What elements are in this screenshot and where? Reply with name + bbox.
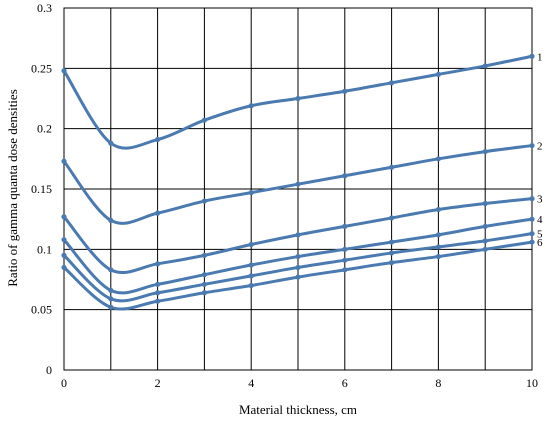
y-tick-label: 0.3 bbox=[37, 1, 52, 15]
data-point bbox=[61, 214, 67, 220]
x-axis-label: Material thickness, cm bbox=[239, 402, 357, 417]
data-point bbox=[248, 273, 254, 279]
series-label: 4 bbox=[537, 214, 543, 226]
data-point bbox=[61, 252, 67, 258]
data-point bbox=[342, 173, 348, 179]
data-point bbox=[61, 237, 67, 243]
series-3 bbox=[61, 196, 535, 275]
data-point bbox=[61, 264, 67, 271]
data-point bbox=[61, 68, 67, 74]
series-1 bbox=[61, 53, 535, 150]
data-point bbox=[155, 281, 161, 287]
data-point bbox=[435, 253, 441, 260]
data-point bbox=[108, 217, 114, 223]
data-point bbox=[201, 290, 207, 296]
y-tick-label: 0.05 bbox=[31, 303, 52, 317]
data-point bbox=[61, 158, 67, 164]
data-point bbox=[201, 198, 207, 204]
y-tick-label: 0.2 bbox=[37, 122, 52, 136]
data-point bbox=[155, 210, 161, 216]
data-point bbox=[389, 164, 395, 170]
data-point bbox=[201, 252, 207, 258]
data-point bbox=[529, 231, 535, 237]
tick-labels: 0 2 4 6 8 10 0 0.05 0.1 0.15 0.2 0.25 0.3 bbox=[31, 1, 538, 390]
data-point bbox=[389, 215, 395, 221]
y-tick-label: 0.25 bbox=[31, 61, 52, 75]
data-point bbox=[482, 238, 488, 244]
data-point bbox=[342, 267, 348, 273]
data-point bbox=[108, 287, 114, 293]
plot-frame bbox=[63, 7, 533, 371]
data-point bbox=[342, 223, 348, 230]
series-2 bbox=[61, 142, 535, 225]
data-point bbox=[295, 253, 301, 260]
data-point bbox=[248, 262, 254, 268]
data-point bbox=[248, 103, 254, 109]
series-4 bbox=[61, 216, 535, 295]
data-point bbox=[435, 156, 441, 162]
data-point bbox=[155, 298, 161, 304]
data-point bbox=[342, 88, 348, 94]
data-point bbox=[108, 296, 114, 302]
data-point bbox=[295, 181, 301, 187]
data-point bbox=[295, 95, 301, 102]
data-point bbox=[155, 261, 161, 267]
data-point bbox=[482, 223, 488, 230]
data-point bbox=[389, 250, 395, 256]
data-point bbox=[529, 196, 535, 202]
y-tick-label: 0.15 bbox=[31, 182, 52, 196]
data-point bbox=[342, 246, 348, 252]
x-tick-label: 4 bbox=[248, 376, 254, 390]
data-point bbox=[201, 281, 207, 287]
data-point bbox=[529, 239, 535, 245]
x-tick-label: 0 bbox=[61, 376, 67, 390]
y-tick-label: 0 bbox=[46, 363, 52, 377]
x-tick-label: 8 bbox=[435, 376, 441, 390]
data-point bbox=[201, 272, 207, 278]
series-label: 3 bbox=[537, 194, 543, 206]
data-point bbox=[482, 148, 488, 155]
data-point bbox=[295, 264, 301, 271]
data-point bbox=[435, 71, 441, 77]
y-axis-label: Ratio of gamma quanta dose densities bbox=[5, 89, 20, 286]
series-label: 5 bbox=[537, 229, 543, 241]
data-point bbox=[295, 232, 301, 238]
data-point bbox=[108, 140, 114, 146]
data-point bbox=[155, 136, 161, 143]
series-group bbox=[61, 53, 535, 311]
x-tick-label: 2 bbox=[155, 376, 161, 390]
series-5 bbox=[61, 231, 535, 303]
series-label: 2 bbox=[537, 141, 543, 153]
data-point bbox=[529, 216, 535, 222]
data-point bbox=[248, 282, 254, 289]
data-point bbox=[435, 232, 441, 238]
series-labels: 1 2 3 4 56 bbox=[537, 51, 543, 249]
data-point bbox=[248, 241, 254, 248]
data-point bbox=[248, 190, 254, 196]
data-point bbox=[201, 117, 207, 123]
data-point bbox=[435, 206, 441, 213]
series-label: 1 bbox=[537, 51, 543, 63]
data-point bbox=[529, 142, 535, 149]
data-point bbox=[435, 244, 441, 250]
x-tick-label: 10 bbox=[526, 376, 538, 390]
y-tick-label: 0.1 bbox=[37, 242, 52, 256]
data-point bbox=[295, 274, 301, 280]
series-label: 6 bbox=[537, 237, 543, 249]
data-point bbox=[389, 80, 395, 86]
data-point bbox=[482, 246, 488, 252]
grid bbox=[63, 7, 533, 371]
data-point bbox=[482, 63, 488, 69]
data-point bbox=[342, 257, 348, 263]
series-6 bbox=[61, 239, 535, 311]
data-point bbox=[482, 200, 488, 207]
data-point bbox=[108, 267, 114, 273]
x-tick-label: 6 bbox=[342, 376, 348, 390]
data-point bbox=[108, 304, 114, 310]
data-point bbox=[389, 239, 395, 245]
data-point bbox=[529, 53, 535, 59]
data-point bbox=[389, 260, 395, 266]
data-point bbox=[155, 290, 161, 296]
